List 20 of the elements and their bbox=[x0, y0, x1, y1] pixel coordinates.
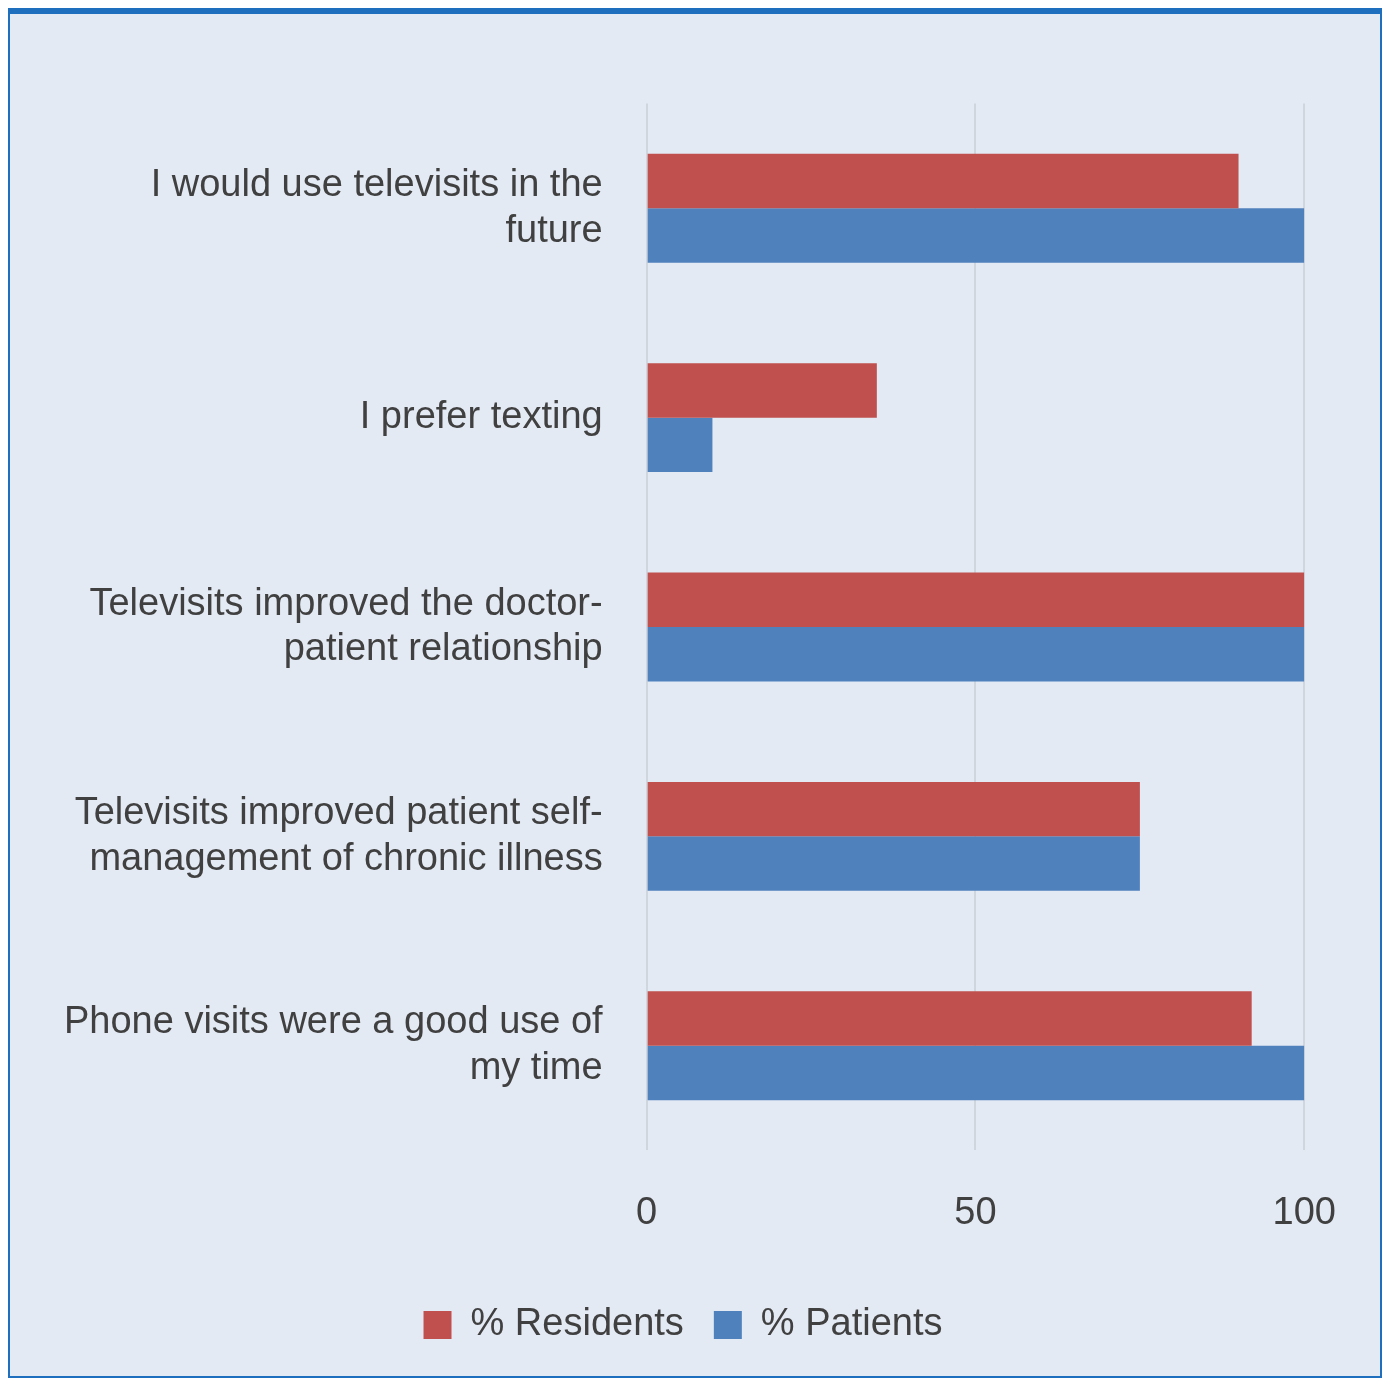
bar bbox=[647, 781, 1140, 837]
x-tick-label: 100 bbox=[1272, 1189, 1336, 1232]
y-tick-label: I prefer texting bbox=[359, 394, 603, 437]
bar bbox=[647, 208, 1305, 263]
y-tick-label: Televisits improved the doctor-patient relationship bbox=[89, 580, 603, 669]
y-tick-label: Phone visits were a good use of my time bbox=[63, 999, 604, 1087]
bar bbox=[647, 1045, 1305, 1101]
bar bbox=[647, 991, 1252, 1046]
x-tick-label: 50 bbox=[954, 1189, 997, 1232]
legend-label: % Residents bbox=[470, 1301, 684, 1344]
x-tick-label: 0 bbox=[636, 1189, 658, 1232]
bar bbox=[647, 572, 1305, 627]
y-tick-label: I would use televisits in the future bbox=[150, 161, 603, 250]
bar bbox=[647, 417, 713, 473]
y-tick-label: Televisits improved patient self-management of chronic illness bbox=[74, 790, 603, 878]
bar bbox=[647, 627, 1305, 682]
bar bbox=[647, 153, 1239, 209]
bar bbox=[647, 836, 1140, 891]
bar bbox=[647, 363, 877, 418]
legend-label: % Patients bbox=[760, 1301, 943, 1344]
